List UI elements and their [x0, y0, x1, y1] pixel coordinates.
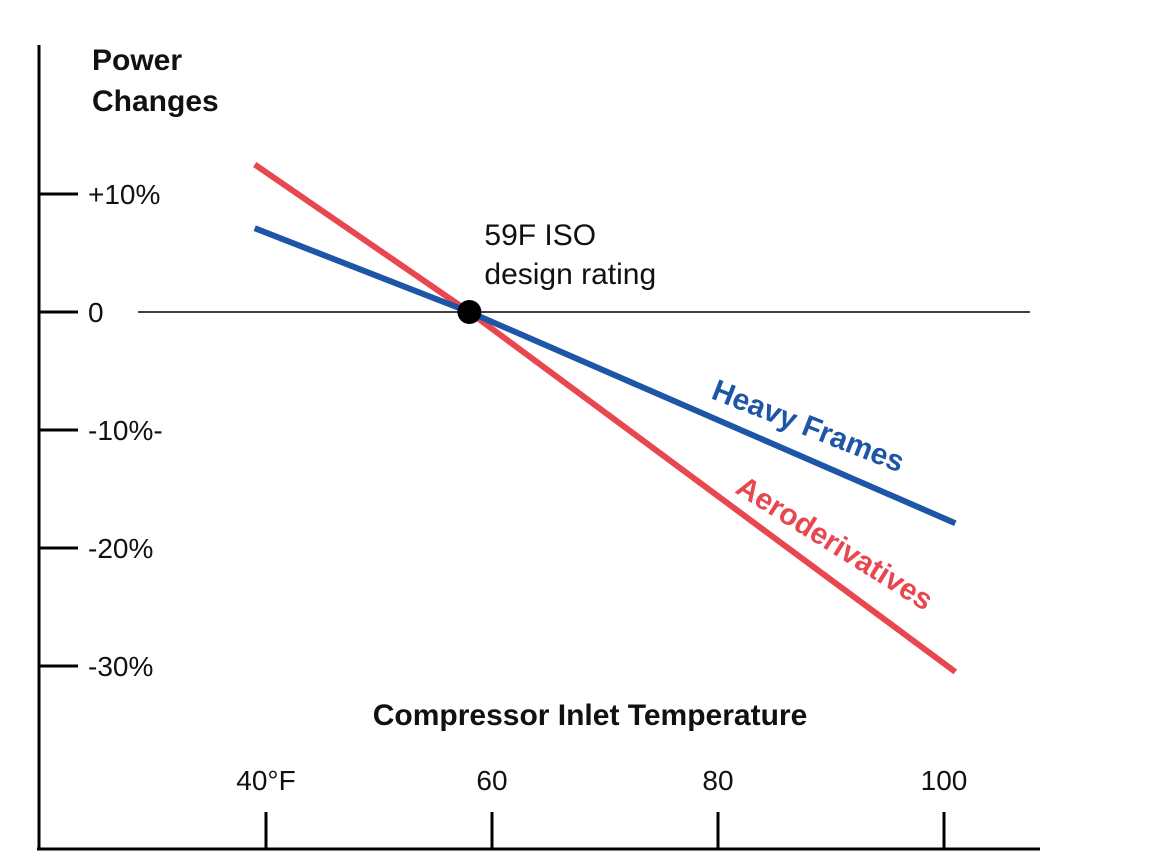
- series-label-aeroderivatives: Aeroderivatives: [730, 470, 938, 617]
- y-tick-label: -30%: [88, 651, 153, 682]
- annotation-line1: 59F ISO: [484, 219, 596, 252]
- x-tick-label: 100: [921, 765, 968, 796]
- y-tick-label: 0: [88, 297, 104, 328]
- y-tick-label: +10%: [88, 179, 160, 210]
- y-axis-title-line2: Changes: [92, 85, 219, 118]
- y-tick-label: -10%-: [88, 415, 163, 446]
- y-axis-title-line1: Power: [92, 44, 182, 77]
- series-line-aeroderivatives: [253, 162, 958, 675]
- annotation-line2: design rating: [484, 258, 656, 291]
- x-tick-label: 60: [476, 765, 507, 796]
- x-tick-label: 80: [702, 765, 733, 796]
- y-tick-label: -20%: [88, 533, 153, 564]
- x-tick-label: 40°F: [236, 765, 295, 796]
- design-point-marker: [457, 300, 482, 324]
- x-axis-title: Compressor Inlet Temperature: [373, 699, 808, 732]
